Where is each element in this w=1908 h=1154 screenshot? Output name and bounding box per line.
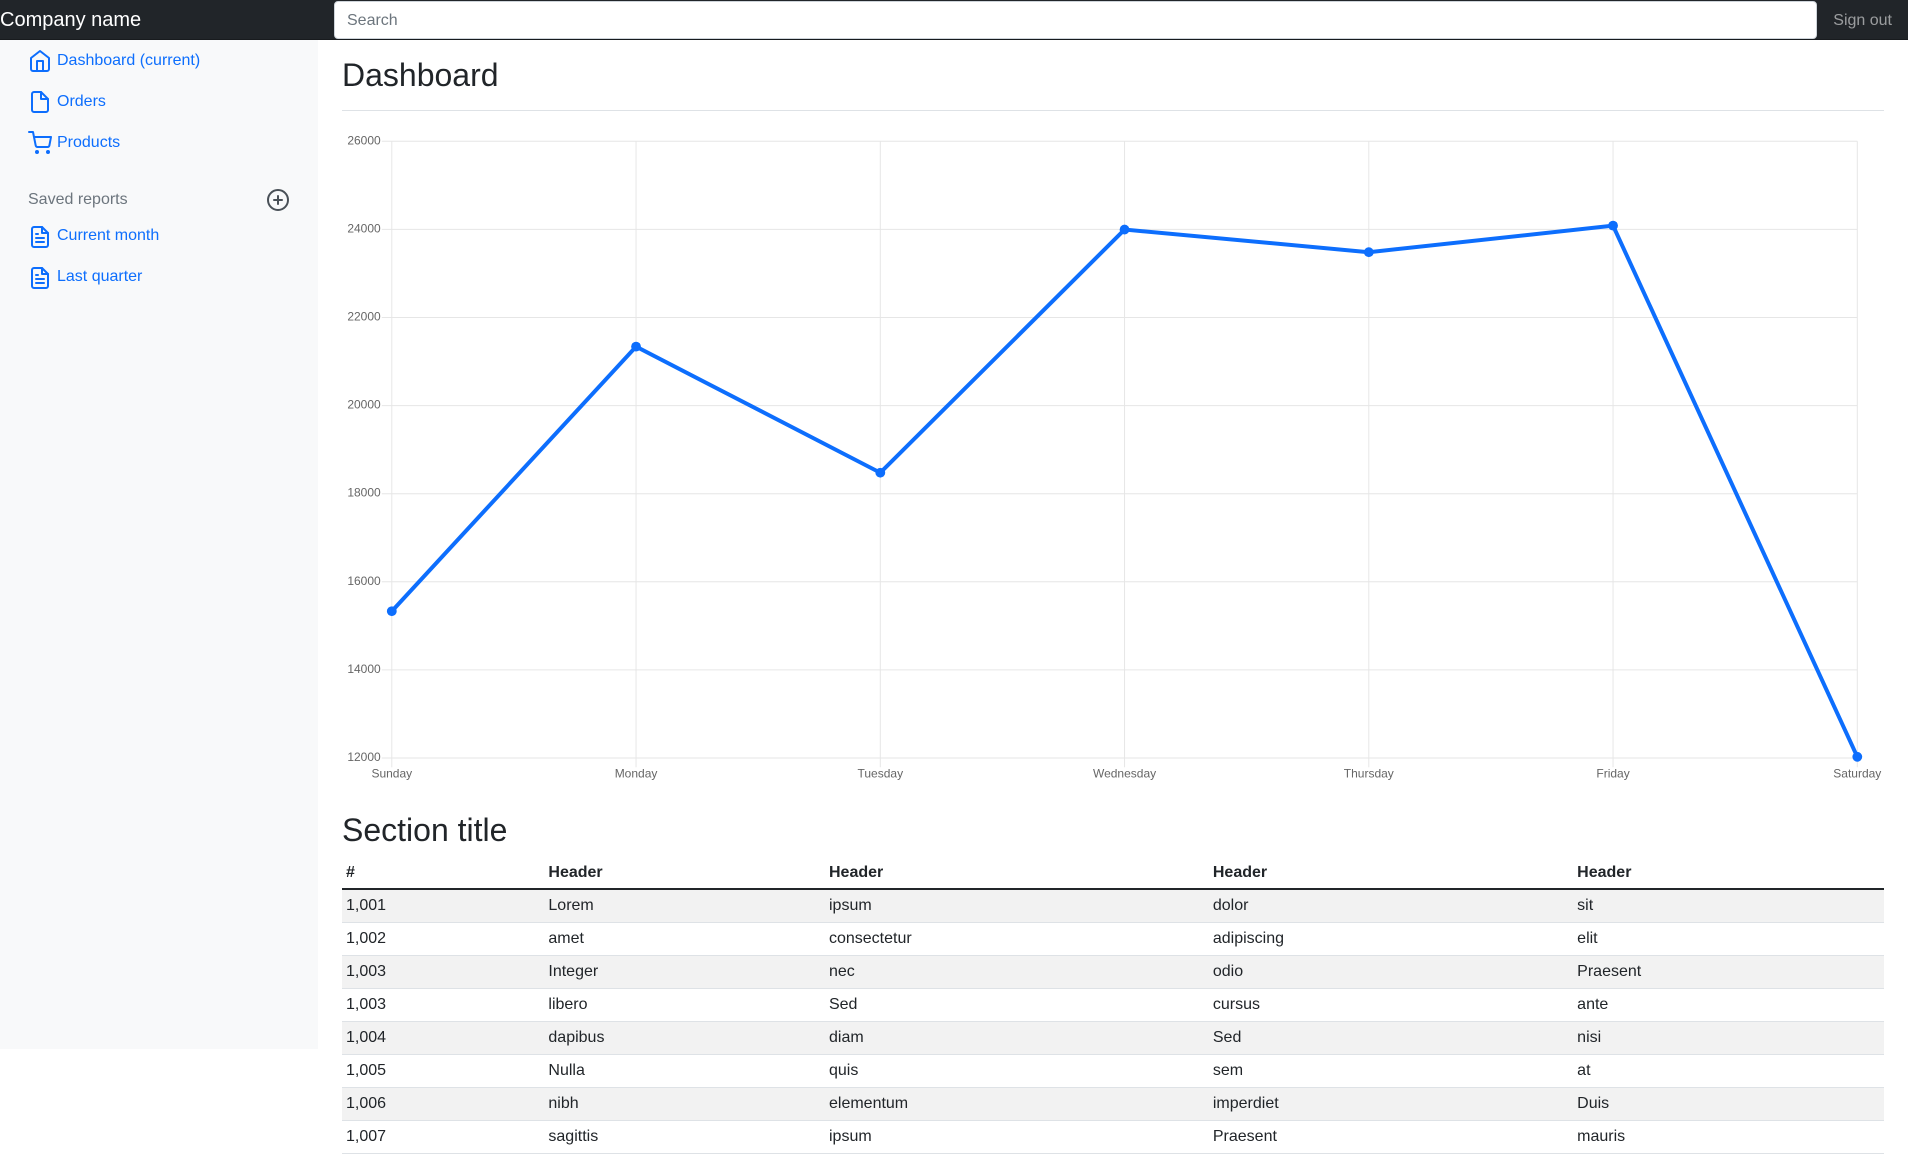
svg-text:12000: 12000 xyxy=(347,750,381,764)
svg-text:18000: 18000 xyxy=(347,486,381,500)
svg-text:Wednesday: Wednesday xyxy=(1093,767,1156,781)
svg-text:20000: 20000 xyxy=(347,398,381,412)
svg-text:24000: 24000 xyxy=(347,222,381,236)
svg-text:26000: 26000 xyxy=(347,135,381,147)
svg-text:14000: 14000 xyxy=(347,662,381,676)
svg-text:Monday: Monday xyxy=(615,767,658,781)
svg-text:Saturday: Saturday xyxy=(1833,767,1881,781)
svg-text:Tuesday: Tuesday xyxy=(858,767,904,781)
svg-text:Friday: Friday xyxy=(1596,767,1629,781)
svg-text:16000: 16000 xyxy=(347,574,381,588)
svg-text:Sunday: Sunday xyxy=(371,767,412,781)
svg-text:22000: 22000 xyxy=(347,310,381,324)
svg-text:Thursday: Thursday xyxy=(1344,767,1394,781)
